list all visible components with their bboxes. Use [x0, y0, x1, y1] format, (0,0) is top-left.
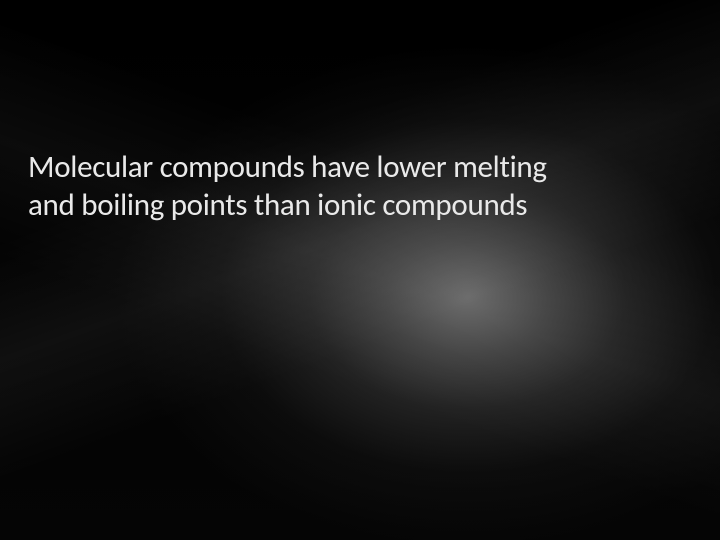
body-line-1: Molecular compounds have lower melting	[28, 148, 692, 186]
slide: Molecular compounds have lower melting a…	[0, 0, 720, 540]
body-line-2: and boiling points than ionic compounds	[28, 186, 692, 224]
body-text: Molecular compounds have lower melting a…	[28, 148, 692, 224]
